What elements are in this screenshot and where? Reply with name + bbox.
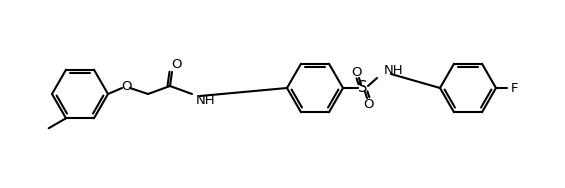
Text: O: O <box>364 98 374 111</box>
Text: O: O <box>121 80 131 92</box>
Text: O: O <box>171 58 181 70</box>
Text: NH: NH <box>196 93 216 106</box>
Text: O: O <box>352 65 362 79</box>
Text: F: F <box>510 82 518 95</box>
Text: S: S <box>358 80 368 96</box>
Text: NH: NH <box>384 64 403 77</box>
